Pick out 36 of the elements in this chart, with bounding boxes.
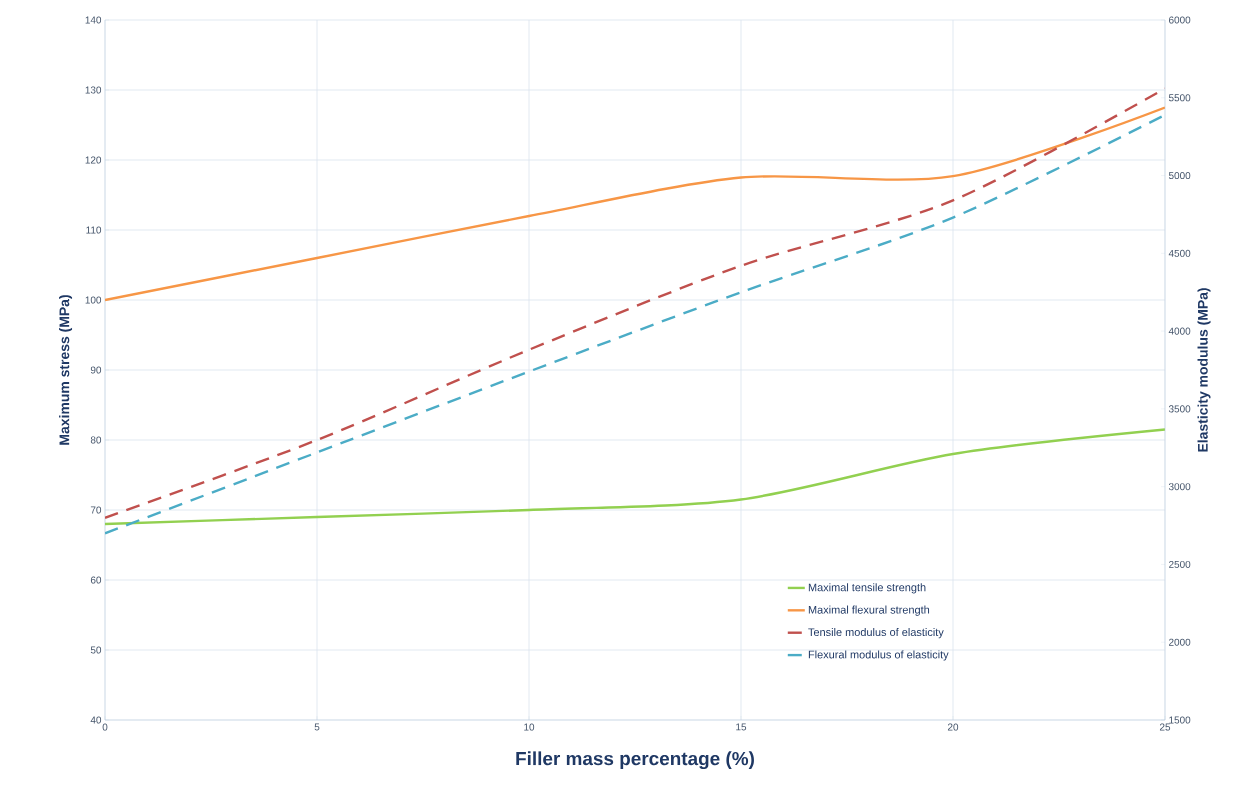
y-tick-label: 120 bbox=[85, 156, 102, 164]
y2-tick-label: 3500 bbox=[1168, 405, 1191, 413]
x-tick-label: 25 bbox=[1159, 723, 1171, 731]
y-tick-label: 130 bbox=[85, 86, 102, 94]
y2-tick-label: 4500 bbox=[1168, 249, 1191, 257]
y2-tick-label: 2500 bbox=[1169, 560, 1191, 568]
y2-tick-label: 3000 bbox=[1168, 483, 1191, 491]
y-tick-label: 40 bbox=[90, 716, 102, 724]
x-tick-label: 20 bbox=[947, 723, 959, 731]
line-series bbox=[105, 428, 1165, 526]
y2-tick-label: 4000 bbox=[1168, 327, 1191, 335]
x-tick-label: 10 bbox=[524, 723, 535, 731]
x-axis-title: Filler mass percentage (%) bbox=[516, 751, 754, 770]
legend-label: Tensile modulus of elasticity bbox=[808, 627, 944, 639]
y-tick-label: 80 bbox=[90, 436, 102, 444]
y-tick-label: 110 bbox=[86, 226, 102, 234]
x-tick-label: 0 bbox=[102, 723, 108, 731]
y-tick-label: 60 bbox=[90, 576, 102, 584]
x-tick-label: 5 bbox=[314, 723, 320, 731]
y2-tick-label: 5500 bbox=[1168, 94, 1191, 102]
y2-tick-label: 1500 bbox=[1169, 716, 1191, 724]
y-tick-label: 140 bbox=[85, 16, 102, 24]
line-series bbox=[105, 106, 1165, 302]
y-tick-label: 90 bbox=[90, 366, 102, 374]
y-axis-title: Maximum stress (MPa) bbox=[59, 295, 73, 445]
y2-tick-label: 6000 bbox=[1169, 16, 1191, 24]
y2-tick-label: 2000 bbox=[1169, 638, 1191, 646]
legend-label: Maximal tensile strength bbox=[808, 583, 926, 594]
x-tick-label: 15 bbox=[736, 723, 747, 731]
y-tick-label: 50 bbox=[90, 646, 102, 654]
y-tick-label: 70 bbox=[90, 506, 102, 514]
y2-tick-label: 5000 bbox=[1168, 172, 1191, 180]
y2-axis-title: Elasticity modulus (MPa) bbox=[1197, 288, 1211, 452]
legend-label: Maximal flexural strength bbox=[808, 605, 930, 616]
y-tick-label: 100 bbox=[85, 296, 102, 304]
legend-label: Flexural modulus of elasticity bbox=[808, 650, 949, 661]
